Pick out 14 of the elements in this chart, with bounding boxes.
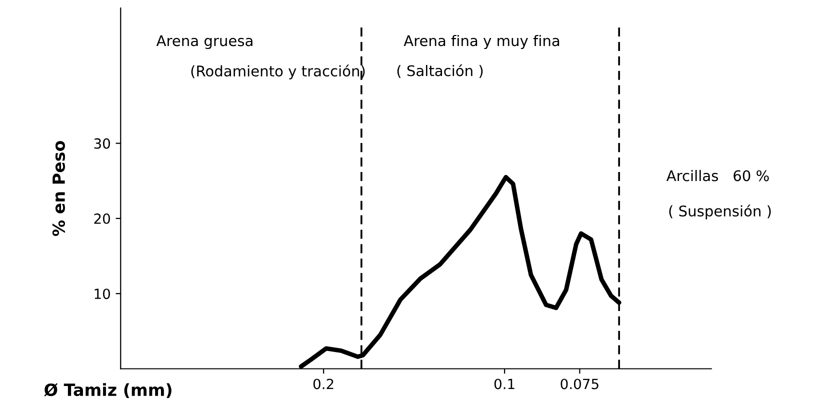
x-axis-title: Ø Tamiz (mm) xyxy=(44,383,172,398)
y-axis-title: % en Peso xyxy=(52,140,66,236)
annotation: ( Saltación ) xyxy=(397,64,483,78)
annotation: (Rodamiento y tracción) xyxy=(191,64,365,80)
x-tick-label: 0.1 xyxy=(494,378,514,390)
y-tick-label: 10 xyxy=(94,288,110,300)
y-tick-label: 30 xyxy=(94,138,110,149)
annotation: ( Suspensión ) xyxy=(669,204,771,220)
annotation: Arena gruesa xyxy=(156,35,252,50)
annotation: Arena fina y muy fina xyxy=(404,34,560,50)
x-tick-label: 0.2 xyxy=(313,378,334,390)
annotation: Arcillas 60 % xyxy=(666,170,769,182)
x-tick-label: 0.075 xyxy=(560,378,598,390)
y-tick-label: 20 xyxy=(94,213,110,224)
